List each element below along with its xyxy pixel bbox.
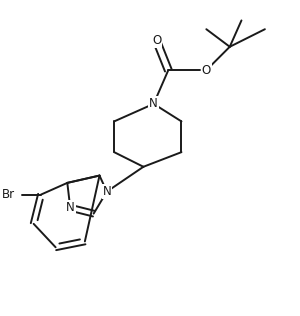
Text: O: O	[202, 64, 211, 77]
Text: N: N	[149, 97, 158, 110]
Text: N: N	[66, 201, 75, 214]
Text: Br: Br	[2, 188, 15, 201]
Text: N: N	[103, 185, 111, 198]
Text: O: O	[152, 34, 161, 47]
